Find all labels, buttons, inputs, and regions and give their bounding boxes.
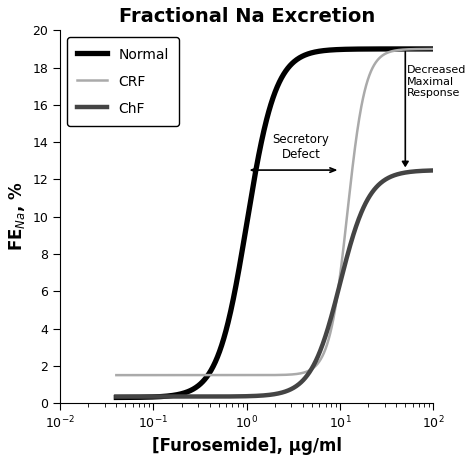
Text: Decreased
Maximal
Response: Decreased Maximal Response (407, 65, 466, 98)
Text: Secretory
Defect: Secretory Defect (273, 133, 329, 161)
Title: Fractional Na Excretion: Fractional Na Excretion (118, 7, 375, 26)
Y-axis label: FE$_{Na}$, %: FE$_{Na}$, % (7, 182, 27, 251)
X-axis label: [Furosemide], μg/ml: [Furosemide], μg/ml (152, 437, 342, 455)
Legend: Normal, CRF, ChF: Normal, CRF, ChF (67, 37, 179, 126)
